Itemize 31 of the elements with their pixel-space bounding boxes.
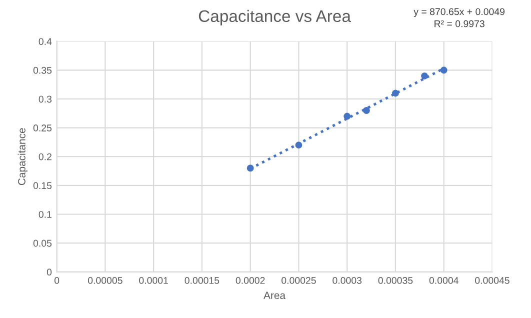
y-tick-label: 0	[46, 268, 52, 276]
point	[344, 112, 351, 120]
x-tick-label: 0.0003	[332, 277, 362, 284]
x-tick-label: 0.0004	[429, 277, 458, 284]
x-tick-label: 0.00045	[475, 277, 510, 284]
x-tick-label: 0.0001	[139, 277, 168, 284]
y-tick-label: 0.15	[33, 182, 52, 190]
point	[421, 72, 428, 80]
x-axis-title: Area	[264, 292, 286, 300]
x-tick-label: 0.00025	[282, 277, 316, 284]
y-tick-label: 0.3	[38, 96, 52, 103]
y-axis-title: Capacitance	[18, 128, 28, 186]
point	[392, 90, 399, 97]
text: R² = 0.9973	[434, 20, 484, 28]
y-tick-label: 0.35	[33, 66, 52, 74]
y-tick-label: 0.4	[38, 38, 52, 45]
x-tick-label: 0.0002	[236, 277, 265, 284]
y-tick-label: 0.25	[33, 124, 52, 132]
x-tick-label: 0.00035	[378, 277, 413, 284]
point	[295, 142, 302, 149]
point	[362, 107, 370, 114]
point	[440, 66, 448, 74]
text: y = 870.65x + 0.0049	[414, 8, 505, 18]
y-tick-label: 0.2	[38, 153, 52, 160]
y-tick-label: 0.1	[38, 210, 52, 218]
y-tick-label: 0.05	[33, 240, 52, 247]
x-tick-label: 0	[54, 277, 60, 284]
chart-title: Capacitance vs Area	[198, 10, 351, 26]
point	[246, 164, 254, 172]
x-tick-label: 0.00005	[88, 277, 122, 284]
x-tick-label: 0.00015	[184, 277, 220, 284]
